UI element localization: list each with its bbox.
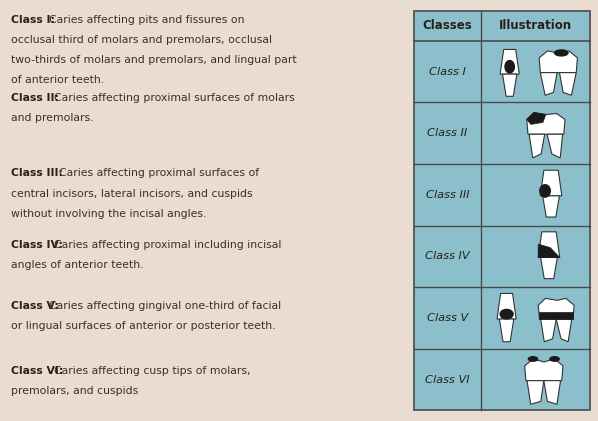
Polygon shape [529,134,545,158]
Text: without involving the incisal angles.: without involving the incisal angles. [11,209,206,219]
Text: Class VI: Class VI [425,375,469,385]
Text: Class III:: Class III: [11,168,63,179]
Text: Caries affecting pits and fissures on: Caries affecting pits and fissures on [50,15,245,25]
Polygon shape [502,74,517,96]
Polygon shape [544,381,560,404]
FancyBboxPatch shape [414,11,590,410]
Ellipse shape [549,356,560,362]
Polygon shape [538,232,560,258]
Polygon shape [538,244,560,258]
Text: Class VI:: Class VI: [11,366,63,376]
Text: Class II: Class II [427,128,468,138]
Polygon shape [497,293,516,319]
Polygon shape [556,319,572,342]
Ellipse shape [499,309,514,320]
Text: two-thirds of molars and premolars, and lingual part: two-thirds of molars and premolars, and … [11,55,297,65]
Polygon shape [500,49,519,74]
Text: occlusal third of molars and premolars, occlusal: occlusal third of molars and premolars, … [11,35,271,45]
Polygon shape [539,312,573,319]
Polygon shape [527,381,544,404]
Ellipse shape [504,60,515,74]
Text: Class I: Class I [429,67,466,77]
Polygon shape [547,134,563,158]
Polygon shape [541,258,557,279]
Text: premolars, and cuspids: premolars, and cuspids [11,386,138,397]
Text: Classes: Classes [422,19,472,32]
Text: Illustration: Illustration [499,19,572,32]
Polygon shape [524,359,563,381]
Text: Class V:: Class V: [11,301,59,311]
Polygon shape [538,298,574,319]
Text: and premolars.: and premolars. [11,113,93,123]
Text: of anterior teeth.: of anterior teeth. [11,75,104,85]
Text: or lingual surfaces of anterior or posterior teeth.: or lingual surfaces of anterior or poste… [11,321,275,331]
Polygon shape [540,170,562,196]
Text: Caries affecting gingival one-third of facial: Caries affecting gingival one-third of f… [50,301,282,311]
Polygon shape [539,51,578,73]
Text: Class V: Class V [427,313,468,323]
Text: Class IV:: Class IV: [11,240,63,250]
Polygon shape [499,319,514,342]
Text: Class III: Class III [426,190,469,200]
Polygon shape [560,73,576,95]
Text: Caries affecting proximal including incisal: Caries affecting proximal including inci… [54,240,282,250]
Polygon shape [542,196,559,217]
Polygon shape [527,112,546,124]
Text: Class II:: Class II: [11,93,59,103]
Text: Caries affecting proximal surfaces of: Caries affecting proximal surfaces of [59,168,259,179]
Text: Class IV: Class IV [425,251,469,261]
Ellipse shape [554,49,569,56]
Polygon shape [541,73,557,95]
Ellipse shape [527,356,538,362]
Text: angles of anterior teeth.: angles of anterior teeth. [11,260,144,270]
Ellipse shape [539,184,551,198]
Text: Class I:: Class I: [11,15,55,25]
Text: central incisors, lateral incisors, and cuspids: central incisors, lateral incisors, and … [11,189,252,199]
Polygon shape [527,112,565,134]
Polygon shape [541,319,556,342]
Text: Caries affecting proximal surfaces of molars: Caries affecting proximal surfaces of mo… [54,93,295,103]
Text: Caries affecting cusp tips of molars,: Caries affecting cusp tips of molars, [54,366,251,376]
